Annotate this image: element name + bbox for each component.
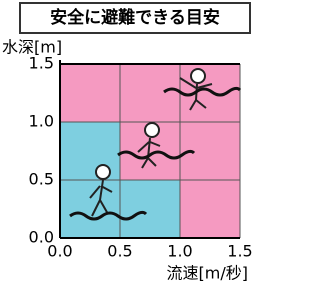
zone-cell [60,64,120,122]
zone-cell [180,64,240,122]
zone-cell [120,180,180,238]
figure-head [96,165,110,179]
x-tick-label: 1.0 [167,242,192,261]
zone-cell [180,180,240,238]
y-tick-label: 0.0 [29,228,54,247]
x-axis-label: 流速[m/秒] [167,264,248,283]
x-tick-label: 1.5 [227,242,252,261]
y-tick-label: 0.5 [29,170,54,189]
y-tick-label: 1.5 [29,54,54,73]
zone-cell [60,122,120,180]
y-tick-label: 1.0 [29,112,54,131]
chart: 安全に避難できる目安 水深[m] 流速[m/秒] 0.00.51.01.50.0… [0,0,254,299]
figure-head [191,69,205,83]
figure-head [145,123,159,137]
x-tick-label: 0.5 [107,242,132,261]
chart-title: 安全に避難できる目安 [50,7,220,28]
zone-cell [120,64,180,122]
zone-cell [60,180,120,238]
